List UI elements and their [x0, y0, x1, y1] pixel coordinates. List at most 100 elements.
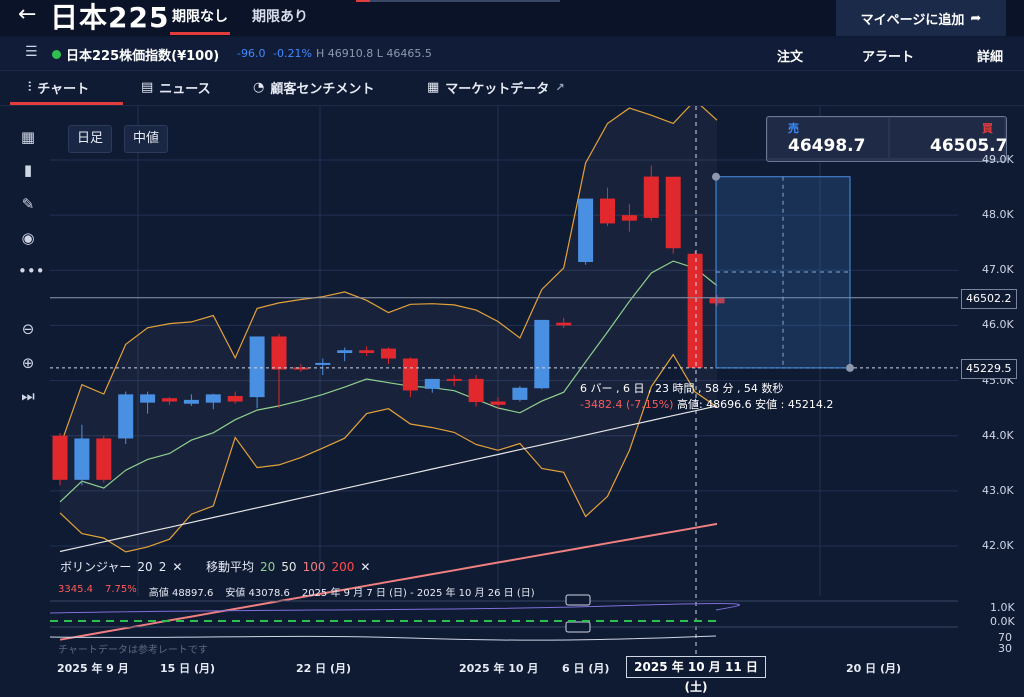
tab-market-data-label: マーケットデータ [445, 82, 550, 97]
candle-body [424, 378, 440, 389]
sell-label: 売 [788, 122, 799, 135]
bollinger-label: ボリンジャー [60, 560, 132, 574]
candle-body [249, 336, 265, 398]
sentiment-icon: ◔ [253, 80, 265, 95]
details-link[interactable]: 詳細 [977, 50, 1004, 65]
tab-sentiment[interactable]: ◔ 顧客センチメント [253, 78, 374, 97]
candle-body [687, 253, 703, 368]
candle-body [381, 348, 396, 359]
y-tick-label: 42.0K [982, 539, 1014, 552]
ma-legend[interactable]: 移動平均 20 50 100 200 ✕ [206, 558, 370, 575]
tab-news-label: ニュース [159, 82, 211, 97]
candle-body [227, 396, 243, 402]
close-icon[interactable]: ✕ [360, 559, 371, 574]
candle-body [512, 387, 528, 400]
y-tick-label: 48.0K [982, 208, 1014, 222]
candle-body [315, 362, 331, 365]
instrument-bar [0, 38, 1024, 71]
order-link[interactable]: 注文 [777, 50, 804, 65]
tab-news[interactable]: ▤ ニュース [141, 78, 211, 97]
buy-quote[interactable]: 買 46505.7 [890, 118, 1007, 158]
add-to-mypage-button[interactable]: マイページに追加 ➦ [836, 0, 1006, 36]
timeframe-button[interactable]: 日足 [68, 125, 113, 153]
candle-body [140, 394, 156, 403]
pencil-icon[interactable]: ✎ [21, 195, 35, 213]
candle-body [359, 350, 375, 353]
tool-sidebar [0, 106, 50, 680]
stat-range: 2025 年 9 月 7 日 (日) - 2025 年 10 月 26 日 (日… [301, 588, 535, 599]
jump-to-latest-icon[interactable]: ⏭ [21, 387, 35, 405]
tab-with-expiry[interactable]: 期限あり [252, 9, 308, 25]
close-icon[interactable]: ✕ [172, 559, 183, 574]
candles [52, 165, 725, 486]
stat-high: 高値 48897.6 [148, 588, 214, 599]
tab-chart[interactable]: ⫶ チャート [28, 78, 89, 97]
measure-hl: 高値: 48696.6 安値 : 45214.2 [676, 398, 834, 411]
instrument-name: 日本225株価指数(¥100) [66, 49, 220, 64]
stat-low: 安値 43078.6 [225, 588, 290, 599]
clipboard-icon: ▦ [427, 80, 440, 95]
sell-value: 46498.7 [788, 136, 866, 156]
panel-resize-handle [565, 594, 591, 606]
candle-body [271, 336, 287, 370]
measure-handle [846, 363, 854, 372]
candle-body [600, 198, 615, 224]
candle-body [446, 378, 462, 381]
bar-chart-icon[interactable]: ▮ [23, 161, 33, 179]
sub-panels [50, 594, 958, 641]
tab-no-expiry[interactable]: 期限なし [172, 9, 228, 25]
candle-body [468, 378, 484, 403]
zoom-out-icon[interactable]: ⊖ [21, 320, 35, 338]
high-low: H 46910.8 L 46465.5 [316, 47, 432, 60]
price-chart[interactable] [50, 106, 958, 680]
candle-body [490, 401, 506, 405]
low-value: L 46465.5 [376, 47, 432, 60]
bollinger-lower [59, 353, 718, 553]
candlestick-icon: ⫶ [28, 80, 32, 95]
price-type-button[interactable]: 中値 [124, 125, 169, 153]
y-tick-label: 47.0K [982, 263, 1014, 277]
indicator-lines [59, 106, 718, 641]
candle-body [205, 394, 221, 403]
bollinger-legend[interactable]: ボリンジャー 20 2 ✕ [60, 558, 182, 575]
candle-body [578, 198, 594, 263]
candle-body [118, 394, 134, 439]
tab-chart-underline [10, 102, 123, 105]
x-label-20: 20 日 (月) [846, 662, 902, 675]
sell-quote[interactable]: 売 46498.7 [768, 118, 888, 158]
market-open-indicator [52, 50, 61, 59]
osc-tick-low: 30 [998, 642, 1012, 655]
stat-change: 3345.4 [58, 584, 93, 595]
y-tick-label: 44.0K [982, 428, 1014, 442]
decor-bar-accent [356, 0, 370, 2]
candle-body [621, 215, 637, 221]
zoom-in-icon[interactable]: ⊕ [21, 354, 35, 372]
sub-tabs [0, 71, 1024, 106]
eye-icon[interactable]: ◉ [21, 229, 35, 247]
measure-change: -3482.4 (-7.15%) [580, 398, 674, 411]
candle-body [162, 398, 177, 402]
more-icon[interactable]: ••• [18, 262, 45, 280]
share-arrow-icon: ➦ [970, 10, 982, 26]
hamburger-menu-icon[interactable]: ☰ [25, 44, 38, 60]
measure-overlay [50, 106, 958, 680]
alert-link[interactable]: アラート [862, 50, 915, 65]
y-tick-label: 49.0K [982, 153, 1014, 166]
ma-200: 200 [331, 559, 355, 574]
back-arrow-icon[interactable]: ← [18, 2, 37, 27]
candle-body [709, 297, 725, 304]
ma-50: 50 [281, 559, 297, 574]
current-price-label: 46502.2 [961, 289, 1017, 309]
external-link-icon: ↗ [555, 81, 565, 94]
tab-market-data[interactable]: ▦ マーケットデータ ↗ [427, 78, 565, 97]
add-to-mypage-label: マイページに追加 [860, 12, 965, 28]
candle-body [534, 319, 550, 389]
page-title: 日本225 [50, 1, 170, 34]
x-crosshair-date: 2025 年 10 月 11 日 (土) [626, 656, 766, 694]
candle-body [293, 367, 309, 370]
candle-body [96, 438, 112, 480]
calculator-icon[interactable]: ▦ [20, 128, 36, 146]
oscillator-line [50, 635, 717, 641]
volume-tick-high: 1.0K [990, 601, 1015, 614]
price-change: -96.0 [237, 47, 266, 60]
